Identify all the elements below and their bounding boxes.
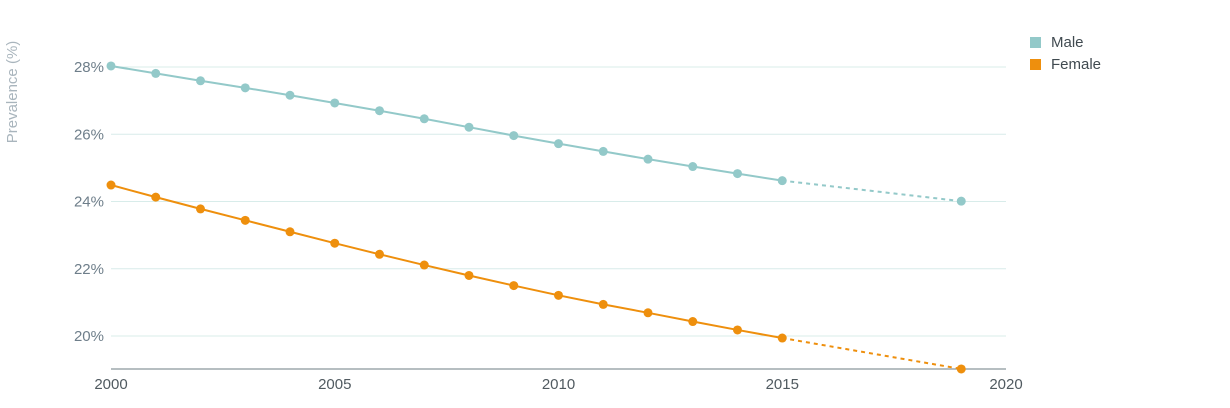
data-point-female[interactable] xyxy=(509,281,519,291)
data-point-female[interactable] xyxy=(688,317,698,327)
data-point-male[interactable] xyxy=(509,131,519,141)
data-point-male[interactable] xyxy=(419,114,429,124)
projection-point-female[interactable] xyxy=(956,364,966,374)
series-line-male xyxy=(110,64,784,182)
data-point-female[interactable] xyxy=(419,260,429,270)
legend-item-male[interactable]: Male xyxy=(1030,34,1084,51)
series-line-female xyxy=(110,184,784,340)
y-tick-label: 26% xyxy=(74,126,104,143)
data-point-female[interactable] xyxy=(375,249,384,259)
y-tick-label: 24% xyxy=(74,194,104,211)
data-point-female[interactable] xyxy=(464,270,474,280)
data-point-female[interactable] xyxy=(777,333,787,343)
x-tick-label: 2005 xyxy=(318,376,351,393)
series-male xyxy=(106,61,966,206)
y-tick-label: 20% xyxy=(74,328,104,345)
data-point-male[interactable] xyxy=(777,176,787,186)
data-point-female[interactable] xyxy=(285,227,295,237)
legend-label-male: Male xyxy=(1051,34,1084,51)
data-point-male[interactable] xyxy=(240,83,250,93)
data-point-female[interactable] xyxy=(106,180,116,190)
legend-swatch-male xyxy=(1030,37,1041,48)
data-point-female[interactable] xyxy=(196,204,205,214)
data-point-male[interactable] xyxy=(688,162,698,172)
series-female xyxy=(106,180,966,374)
data-point-male[interactable] xyxy=(285,90,295,100)
data-point-female[interactable] xyxy=(643,308,653,318)
y-tick-label: 22% xyxy=(74,261,104,278)
x-tick-label: 2015 xyxy=(766,376,799,393)
data-point-female[interactable] xyxy=(554,290,563,300)
data-point-male[interactable] xyxy=(643,154,653,164)
legend-label-female: Female xyxy=(1051,56,1101,73)
x-tick-label: 2020 xyxy=(989,376,1022,393)
data-point-female[interactable] xyxy=(598,299,608,309)
x-tick-label: 2000 xyxy=(94,376,127,393)
data-point-male[interactable] xyxy=(106,61,116,71)
y-tick-label: 28% xyxy=(74,59,104,76)
data-point-male[interactable] xyxy=(151,68,161,78)
projection-line-female xyxy=(782,337,962,370)
data-point-female[interactable] xyxy=(240,215,250,225)
data-point-male[interactable] xyxy=(375,106,384,116)
legend-swatch-female xyxy=(1030,59,1041,70)
data-point-female[interactable] xyxy=(151,192,161,202)
y-axis-title: Prevalence (%) xyxy=(4,41,21,144)
data-point-male[interactable] xyxy=(464,122,474,132)
data-point-male[interactable] xyxy=(330,98,340,108)
data-point-female[interactable] xyxy=(330,238,340,248)
data-point-male[interactable] xyxy=(598,146,608,156)
data-point-male[interactable] xyxy=(554,139,563,149)
projection-point-male[interactable] xyxy=(956,196,966,206)
data-point-male[interactable] xyxy=(733,169,742,179)
x-tick-label: 2010 xyxy=(542,376,575,393)
grid-lines xyxy=(111,66,1006,337)
series xyxy=(106,61,966,374)
projection-line-male xyxy=(782,179,962,203)
legend-item-female[interactable]: Female xyxy=(1030,56,1101,73)
data-point-female[interactable] xyxy=(733,325,742,335)
axes: 20% 22% 24% 26% 28% 2000 2005 2010 2015 2020 xyxy=(74,59,1023,393)
data-point-male[interactable] xyxy=(196,76,205,86)
legend: Male Female xyxy=(1030,34,1101,73)
